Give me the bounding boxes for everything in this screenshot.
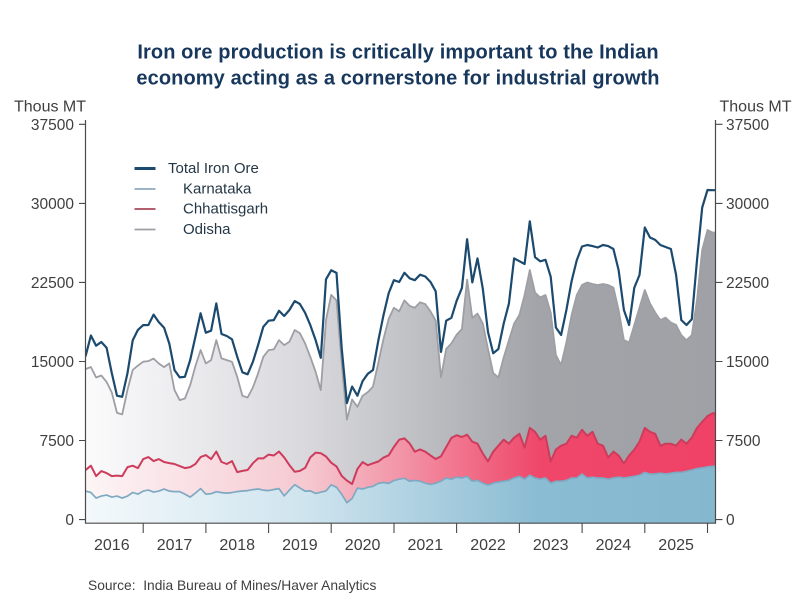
svg-text:37500: 37500 (31, 117, 74, 134)
svg-text:2020: 2020 (345, 537, 381, 554)
svg-text:2023: 2023 (533, 537, 569, 554)
svg-text:2021: 2021 (408, 537, 444, 554)
svg-text:Odisha: Odisha (183, 221, 231, 238)
svg-text:2017: 2017 (157, 537, 193, 554)
svg-text:0: 0 (726, 512, 735, 529)
svg-text:Chhattisgarh: Chhattisgarh (183, 201, 268, 218)
svg-text:2019: 2019 (282, 537, 318, 554)
svg-text:15000: 15000 (31, 354, 74, 371)
svg-text:2016: 2016 (94, 537, 130, 554)
svg-text:Thous MT: Thous MT (720, 99, 792, 116)
svg-text:2024: 2024 (596, 537, 632, 554)
svg-text:Thous MT: Thous MT (14, 99, 86, 116)
svg-text:0: 0 (65, 512, 74, 529)
svg-text:Total Iron Ore: Total Iron Ore (168, 160, 259, 177)
svg-text:Iron ore production is critica: Iron ore production is critically import… (137, 42, 658, 64)
svg-text:2025: 2025 (658, 537, 694, 554)
svg-text:Source: India Bureau of Mines: Source: India Bureau of Mines/Haver Anal… (88, 578, 376, 593)
svg-text:7500: 7500 (726, 433, 761, 450)
svg-text:30000: 30000 (31, 196, 74, 213)
svg-text:22500: 22500 (31, 275, 74, 292)
svg-text:7500: 7500 (40, 433, 75, 450)
svg-text:2022: 2022 (470, 537, 506, 554)
svg-text:37500: 37500 (726, 117, 769, 134)
svg-text:2018: 2018 (219, 537, 255, 554)
svg-text:22500: 22500 (726, 275, 769, 292)
svg-text:15000: 15000 (726, 354, 769, 371)
svg-text:30000: 30000 (726, 196, 769, 213)
svg-text:Karnataka: Karnataka (183, 181, 252, 198)
svg-text:economy acting as a cornerston: economy acting as a cornerstone for indu… (136, 68, 659, 90)
